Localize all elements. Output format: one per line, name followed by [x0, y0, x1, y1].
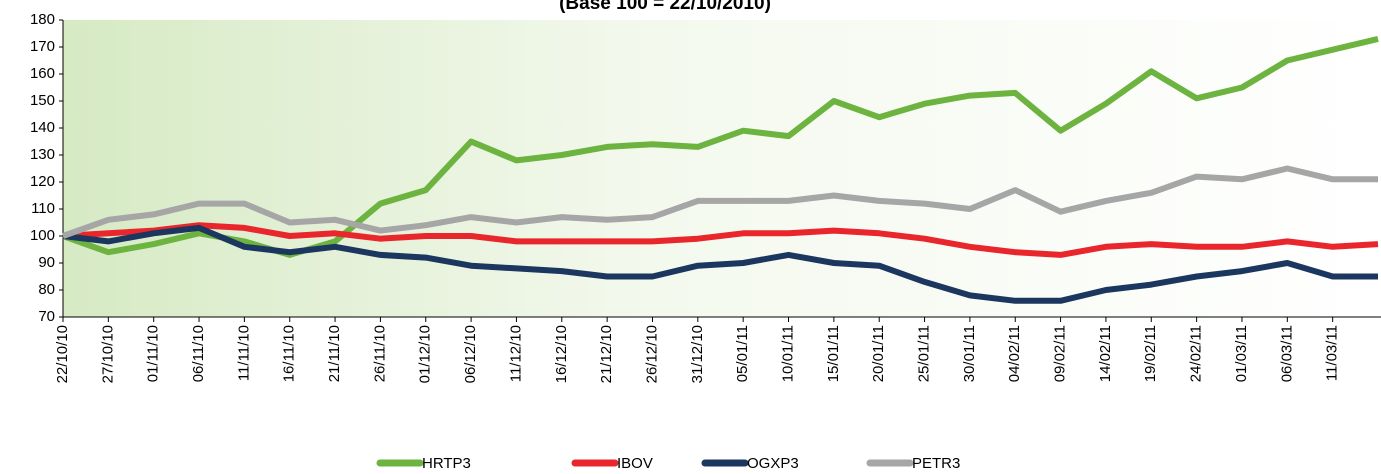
y-tick-label: 70	[38, 308, 55, 325]
x-tick-label: 06/11/10	[190, 325, 207, 382]
y-tick-label: 170	[30, 38, 55, 55]
x-tick-label: 25/01/11	[916, 325, 933, 382]
x-tick-label: 11/03/11	[1324, 325, 1341, 381]
x-tick-label: 27/10/10	[99, 325, 116, 383]
y-tick-label: 160	[30, 65, 55, 82]
x-tick-label: 09/02/11	[1052, 325, 1069, 382]
x-tick-label: 01/11/10	[145, 325, 162, 382]
plot-background	[63, 20, 1381, 317]
legend-label: OGXP3	[747, 455, 799, 472]
y-tick-label: 140	[30, 119, 55, 136]
x-tick-label: 05/01/11	[734, 325, 751, 382]
y-tick-label: 120	[30, 173, 55, 190]
x-tick-label: 10/01/11	[779, 325, 796, 382]
x-tick-label: 06/12/10	[462, 325, 479, 383]
series-line	[61, 165, 1378, 239]
y-tick-label: 110	[31, 200, 55, 217]
series-line	[62, 222, 1379, 258]
x-tick-label: 01/12/10	[417, 325, 434, 383]
x-tick-label: 16/12/10	[553, 325, 570, 383]
x-tick-label: 06/03/11	[1278, 325, 1295, 382]
legend-label: IBOV	[617, 455, 653, 472]
x-tick-label: 16/11/10	[281, 325, 298, 382]
x-tick-label: 15/01/11	[825, 325, 842, 382]
legend-label: HRTP3	[422, 455, 471, 472]
legend-label: PETR3	[912, 455, 960, 472]
y-tick-label: 90	[38, 254, 55, 271]
x-tick-label: 26/12/10	[643, 325, 660, 383]
y-tick-label: 180	[30, 11, 55, 28]
x-tick-label: 30/01/11	[961, 325, 978, 382]
x-tick-label: 14/02/11	[1097, 325, 1114, 382]
x-tick-label: 26/11/10	[371, 325, 388, 382]
chart-title: (Base 100 = 22/10/2010)	[559, 0, 771, 14]
x-tick-label: 21/12/10	[598, 325, 615, 383]
y-tick-label: 100	[30, 227, 55, 244]
x-tick-label: 01/03/11	[1233, 325, 1250, 382]
x-tick-label: 24/02/11	[1188, 325, 1205, 382]
x-tick-label: 04/02/11	[1006, 325, 1023, 382]
y-tick-label: 150	[30, 92, 55, 109]
x-tick-label: 22/10/10	[54, 325, 71, 383]
y-tick-label: 80	[38, 281, 55, 298]
x-tick-label: 11/11/10	[235, 325, 252, 381]
x-tick-label: 19/02/11	[1142, 325, 1159, 382]
y-tick-label: 130	[30, 146, 55, 163]
x-tick-label: 20/01/11	[870, 325, 887, 382]
x-tick-label: 11/12/10	[507, 325, 524, 382]
x-tick-label: 21/11/10	[326, 325, 343, 382]
series-line	[62, 224, 1378, 304]
x-tick-label: 31/12/10	[689, 325, 706, 383]
